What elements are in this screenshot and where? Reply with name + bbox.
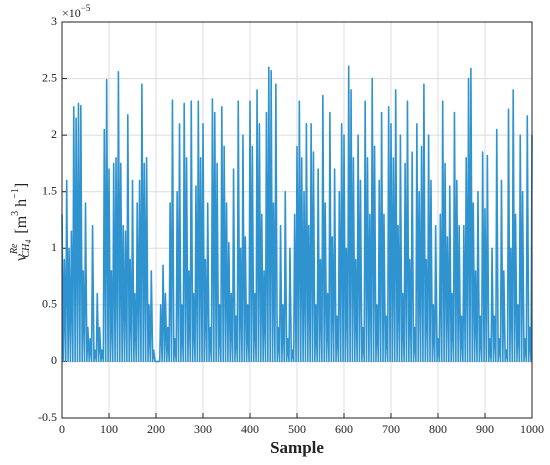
y-tick-label: 0: [51, 353, 57, 367]
y-tick-label: 3: [51, 14, 57, 28]
x-tick-label: 1000: [520, 422, 544, 436]
y-tick-label: 2.5: [42, 70, 57, 84]
y-axis-label: vReCH4[m3 h−1]: [9, 183, 33, 261]
x-tick-label: 900: [476, 422, 494, 436]
y-tick-label: 0.5: [42, 297, 57, 311]
x-tick-label: 200: [147, 422, 165, 436]
y-tick-label: -0.5: [38, 410, 57, 424]
x-axis-label: Sample: [270, 438, 324, 457]
x-tick-label: 500: [288, 422, 306, 436]
x-tick-label: 700: [382, 422, 400, 436]
y-tick-label: 1: [51, 240, 57, 254]
x-tick-label: 300: [194, 422, 212, 436]
x-tick-label: 400: [241, 422, 259, 436]
x-tick-label: 0: [59, 422, 65, 436]
y-multiplier: ×10−5: [62, 3, 91, 20]
y-tick-label: 1.5: [42, 183, 57, 197]
x-tick-label: 600: [335, 422, 353, 436]
x-tick-label: 100: [100, 422, 118, 436]
x-tick-label: 800: [429, 422, 447, 436]
plot-frame: [61, 21, 533, 419]
y-tick-label: 2: [51, 127, 57, 141]
data-line: [61, 65, 533, 363]
